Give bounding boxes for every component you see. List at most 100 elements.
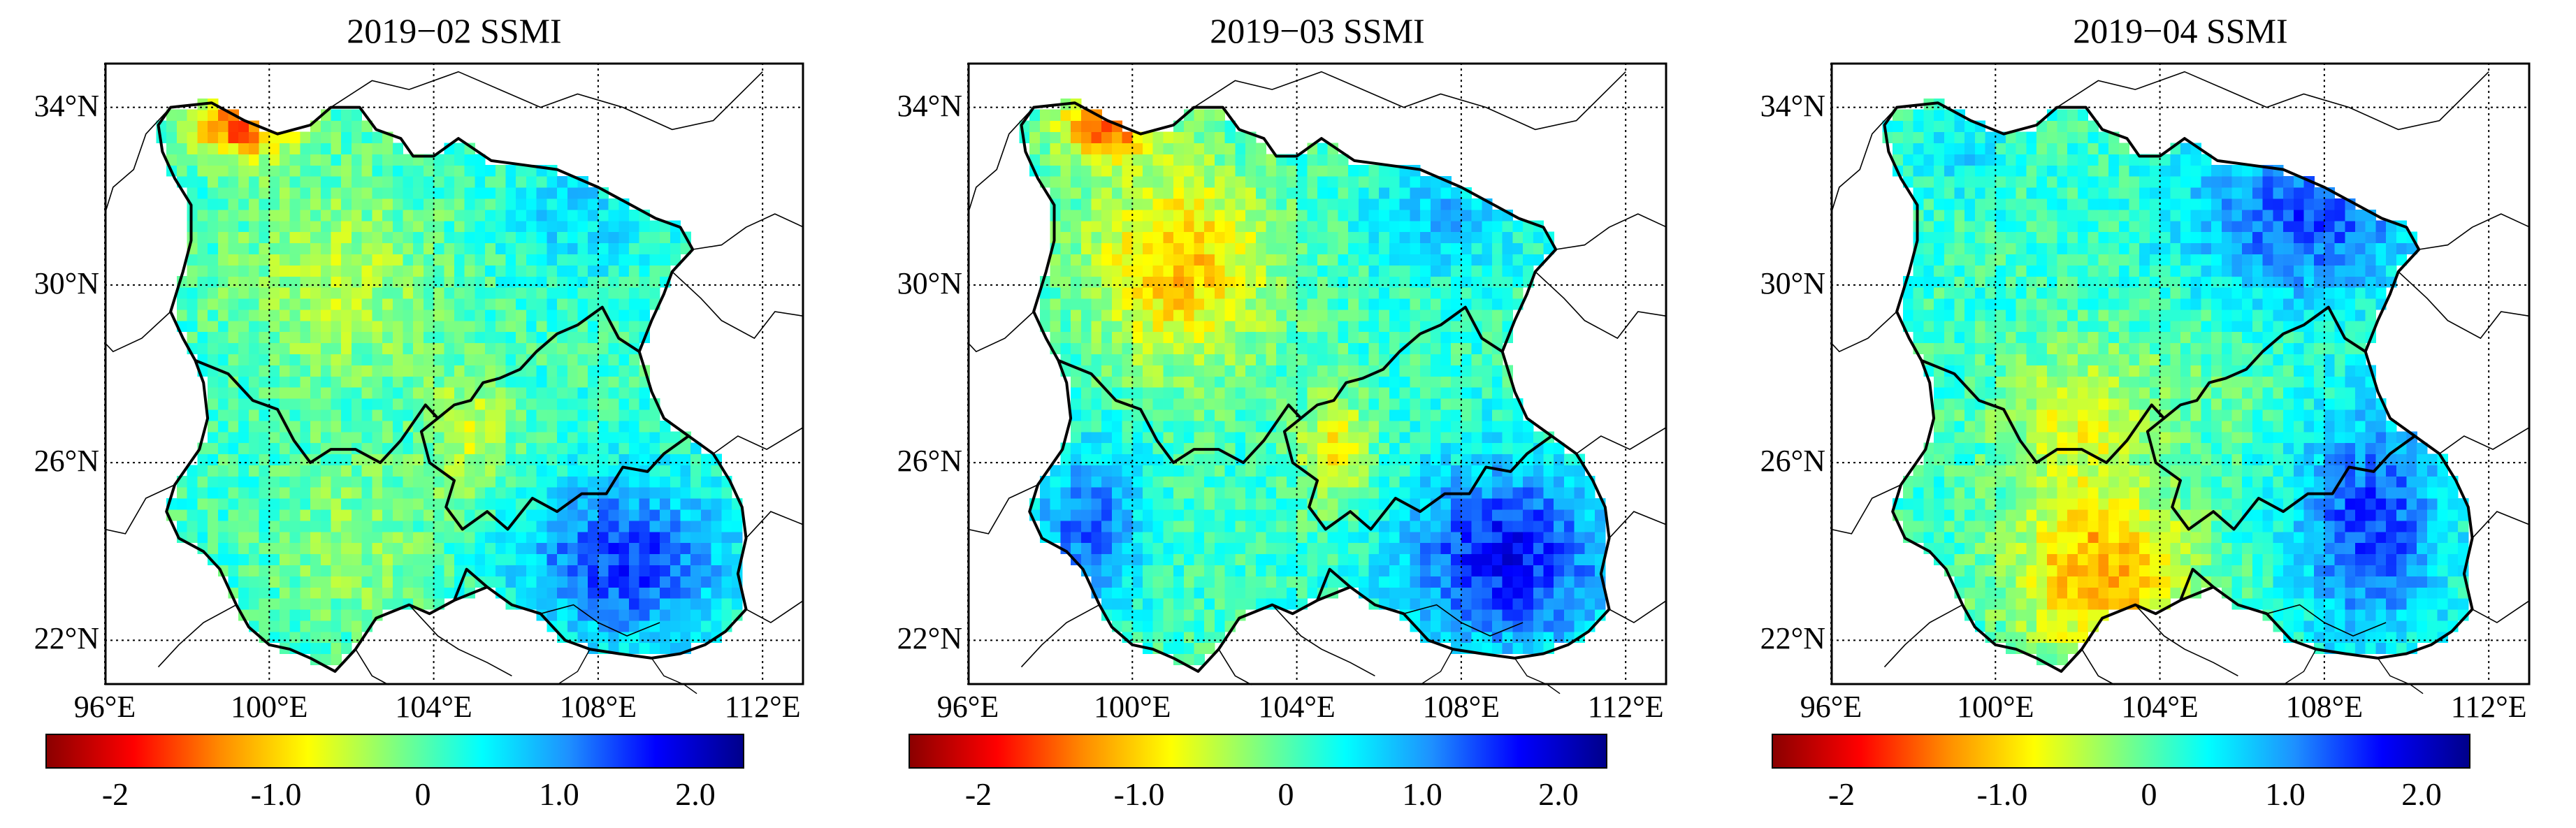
province-border <box>453 567 489 601</box>
lat-label: 30°N <box>897 266 962 300</box>
colorbar-tick-label: 2.0 <box>1538 776 1579 812</box>
lat-label: 34°N <box>897 88 962 123</box>
boundary-line <box>1609 511 1667 539</box>
boundary-line <box>1556 213 1667 250</box>
coastline <box>2282 648 2317 685</box>
lat-label: 30°N <box>34 266 99 300</box>
panel-title: 2019−04 SSMI <box>2073 11 2288 50</box>
lat-label: 34°N <box>34 88 99 123</box>
province-border <box>1920 305 2366 465</box>
panel-title: 2019−03 SSMI <box>1210 11 1425 50</box>
lat-label: 26°N <box>34 444 99 479</box>
boundary-line <box>967 107 1034 215</box>
colorbar-tick-label: -1.0 <box>1113 776 1165 812</box>
region-outline <box>1020 101 1611 673</box>
lat-label: 26°N <box>1760 444 1825 479</box>
province-border <box>194 305 640 465</box>
colorbar-tick-label: 0 <box>414 776 431 812</box>
boundary-line <box>967 484 1039 535</box>
boundary-line <box>967 311 1034 353</box>
map-frame <box>1830 62 2531 695</box>
panel-title: 2019−02 SSMI <box>347 11 562 50</box>
lon-label: 112°E <box>2450 690 2527 724</box>
boundary-line <box>104 107 171 215</box>
boundary-line <box>2472 600 2531 623</box>
lon-label: 96°E <box>936 690 999 724</box>
boundary-line <box>2439 426 2531 455</box>
colorbar-tick-label: -2 <box>101 776 129 812</box>
colorbar <box>1772 734 2470 769</box>
boundary-line <box>2134 604 2238 677</box>
province-border <box>1057 305 1503 465</box>
lon-label: 100°E <box>231 690 308 724</box>
lon-label: 108°E <box>2285 690 2364 724</box>
boundary-line <box>2472 511 2531 539</box>
lon-label: 104°E <box>2121 690 2199 724</box>
coastline <box>2377 658 2424 695</box>
map-canvas <box>104 62 804 695</box>
lon-label: 112°E <box>1587 690 1664 724</box>
boundary-line <box>408 604 512 677</box>
map-frame <box>967 62 1667 695</box>
lon-label: 104°E <box>395 690 472 724</box>
boundary-line <box>746 600 804 623</box>
boundary-line <box>1194 71 1626 131</box>
boundary-line <box>1830 107 1897 215</box>
province-border <box>2179 567 2215 601</box>
boundary-line <box>713 426 804 455</box>
province-border <box>419 417 690 531</box>
lon-label: 96°E <box>73 690 136 724</box>
boundary-line <box>1535 271 1667 340</box>
colorbar-tick-label: 0 <box>1278 776 1294 812</box>
coastline <box>556 648 591 685</box>
colorbar-tick-label: -1.0 <box>250 776 302 812</box>
province-border <box>1316 567 1352 601</box>
lat-label: 22°N <box>34 621 99 656</box>
boundary-line <box>672 271 804 340</box>
region-outline <box>1883 101 2474 673</box>
boundary-line <box>1830 311 1897 353</box>
boundary-line <box>1218 648 1252 685</box>
colorbar-tick-label: -2 <box>964 776 992 812</box>
map-panel-2: 2019−03 SSMI 34°N 30°N 26°N 22°N 96°E 100°E 104… <box>884 0 1723 828</box>
colorbar-tick-label: 1.0 <box>2265 776 2306 812</box>
colorbar-tick-label: 2.0 <box>675 776 716 812</box>
boundary-line <box>331 71 763 131</box>
colorbar-tick-label: 0 <box>2141 776 2157 812</box>
lat-label: 22°N <box>1760 621 1825 656</box>
map-border <box>104 62 804 685</box>
lon-label: 112°E <box>724 690 801 724</box>
lon-label: 108°E <box>1422 690 1500 724</box>
ssmi-grid-cells <box>1882 98 2469 665</box>
boundary-line <box>104 484 175 535</box>
region-outline <box>157 101 748 673</box>
lat-label: 26°N <box>897 444 962 479</box>
boundary-line <box>1020 604 1100 668</box>
lat-label: 30°N <box>1760 266 1825 300</box>
boundary-line <box>1576 426 1667 455</box>
lat-label: 34°N <box>1760 88 1825 123</box>
province-border <box>1282 417 1553 531</box>
colorbar-tick-label: 2.0 <box>2401 776 2442 812</box>
map-panel-3: 2019−04 SSMI 34°N 30°N 26°N 22°N 96°E 100°E 104… <box>1747 0 2576 828</box>
colorbar <box>909 734 1607 769</box>
ssmi-grid-cells <box>1019 98 1606 665</box>
lon-label: 108°E <box>559 690 637 724</box>
lat-label: 22°N <box>897 621 962 656</box>
lon-label: 104°E <box>1258 690 1336 724</box>
boundary-line <box>355 648 389 685</box>
map-canvas <box>1830 62 2531 695</box>
map-canvas <box>967 62 1667 695</box>
coastline <box>1514 658 1561 695</box>
boundary-line <box>1883 604 1963 668</box>
boundary-line <box>2398 271 2531 340</box>
colorbar-tick-label: 1.0 <box>1402 776 1442 812</box>
boundary-line <box>1609 600 1667 623</box>
map-panel-1: 2019−02 SSMI 34°N 30°N 26°N 22°N 96°E 100°E 104… <box>21 0 860 828</box>
coastline <box>651 658 697 695</box>
boundary-line <box>2419 213 2531 250</box>
boundary-line <box>2057 71 2489 131</box>
colorbar-tick-label: -2 <box>1828 776 1855 812</box>
boundary-line <box>157 604 237 668</box>
boundary-line <box>1830 484 1902 535</box>
